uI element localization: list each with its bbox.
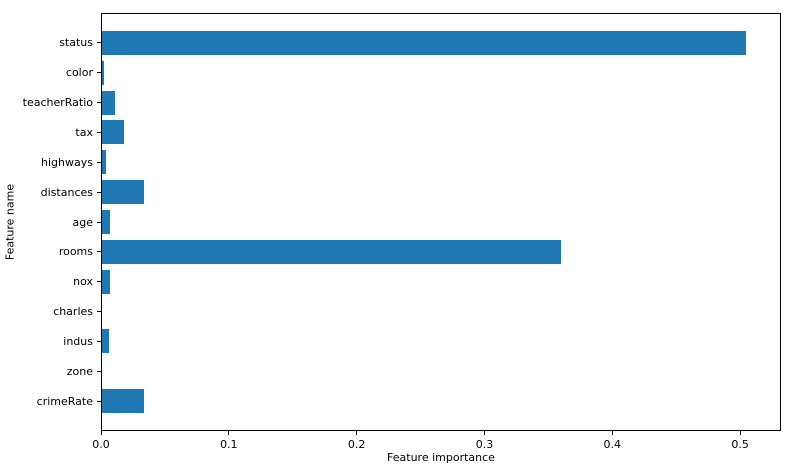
x-tick-mark	[356, 431, 358, 435]
y-tick-label-charles: charles	[53, 305, 93, 319]
bar-age	[101, 210, 110, 234]
y-tick-label-age: age	[72, 215, 94, 229]
bar-nox	[101, 269, 110, 294]
y-tick-mark	[97, 370, 101, 372]
y-tick-mark	[97, 251, 101, 253]
y-tick-mark	[97, 72, 101, 74]
y-tick-mark	[97, 340, 101, 342]
bar-distances	[101, 180, 145, 205]
plot-area	[101, 13, 781, 431]
bar-color	[101, 60, 104, 85]
bar-rooms	[101, 239, 562, 264]
x-tick-label-0.4: 0.4	[603, 438, 622, 451]
x-tick-label-0.3: 0.3	[475, 438, 494, 451]
y-tick-mark	[97, 400, 101, 402]
bar-crimeRate	[101, 389, 145, 414]
y-tick-label-status: status	[59, 36, 93, 50]
y-tick-label-rooms: rooms	[58, 245, 93, 259]
bar-indus	[101, 329, 109, 354]
y-tick-label-indus: indus	[63, 334, 93, 348]
y-tick-mark	[97, 102, 101, 104]
x-tick-label-0.0: 0.0	[92, 438, 110, 451]
bar-highways	[101, 150, 107, 175]
x-tick-mark	[100, 431, 102, 435]
y-tick-mark	[97, 161, 101, 163]
y-tick-mark	[97, 281, 101, 283]
x-tick-mark	[611, 431, 613, 435]
y-tick-label-nox: nox	[73, 275, 93, 289]
y-tick-mark	[97, 131, 101, 133]
x-tick-mark	[483, 431, 485, 435]
x-tick-label-0.2: 0.2	[347, 438, 366, 451]
y-tick-mark	[97, 42, 101, 44]
x-tick-mark	[228, 431, 230, 435]
bar-teacherRatio	[101, 90, 116, 115]
y-tick-label-teacherRatio: teacherRatio	[22, 96, 93, 110]
x-tick-label-0.1: 0.1	[220, 438, 238, 451]
y-tick-label-distances: distances	[40, 185, 93, 199]
x-tick-mark	[739, 431, 741, 435]
bar-status	[101, 30, 747, 55]
y-tick-label-highways: highways	[41, 155, 93, 169]
x-tick-label-0.5: 0.5	[731, 438, 749, 451]
bar-tax	[101, 120, 124, 145]
y-tick-mark	[97, 191, 101, 193]
y-tick-mark	[97, 221, 101, 223]
y-tick-label-color: color	[65, 66, 93, 80]
y-tick-label-zone: zone	[66, 364, 93, 378]
y-tick-label-crimeRate: crimeRate	[36, 394, 93, 408]
x-axis-title: Feature importance	[387, 451, 495, 464]
y-tick-label-tax: tax	[75, 125, 93, 139]
y-tick-mark	[97, 311, 101, 313]
